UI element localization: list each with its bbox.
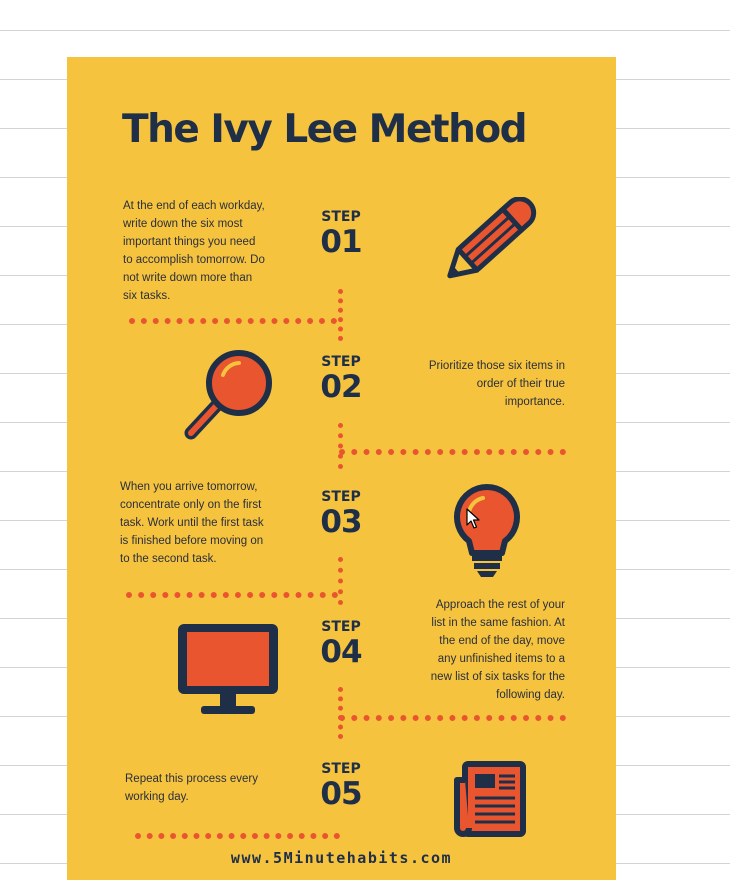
step-02-description: Prioritize those six items in order of t…	[375, 357, 565, 411]
step-number: 04	[320, 634, 362, 670]
step-04-marker: STEP 04	[311, 619, 371, 669]
text-line: following day.	[496, 689, 565, 701]
magnifying-glass-icon	[184, 350, 272, 440]
computer-monitor-icon	[178, 624, 278, 714]
step-02-marker: STEP 02	[311, 354, 371, 404]
step-label: STEP	[321, 489, 361, 505]
connector-dots	[339, 449, 566, 455]
ruled-line	[0, 30, 730, 31]
step-03-description: When you arrive tomorrow, concentrate on…	[120, 478, 316, 568]
step-number: 03	[320, 504, 362, 540]
step-05-marker: STEP 05	[311, 761, 371, 811]
pencil-icon	[447, 197, 537, 279]
text-line: Approach the rest of your	[435, 599, 565, 611]
page-title: The Ivy Lee Method	[122, 107, 528, 152]
text-line: not write down more than	[123, 272, 253, 284]
connector-dots	[338, 423, 343, 469]
light-bulb-icon	[454, 484, 520, 577]
website-footer[interactable]: www.5Minutehabits.com	[230, 849, 453, 867]
text-line: new list of six tasks for the	[430, 671, 565, 683]
text-line: At the end of each workday,	[123, 200, 265, 212]
step-03-marker: STEP 03	[311, 489, 371, 539]
text-line: is finished before moving on	[120, 535, 264, 547]
step-label: STEP	[321, 209, 361, 225]
step-05-description: Repeat this process every working day.	[125, 770, 315, 806]
step-label: STEP	[321, 619, 361, 635]
step-number: 02	[320, 369, 362, 405]
step-label: STEP	[321, 354, 361, 370]
infographic-poster: The Ivy Lee Method At the end of each wo…	[67, 57, 616, 880]
connector-dots	[126, 592, 338, 598]
connector-dots	[339, 715, 566, 721]
step-04-description: Approach the rest of your list in the sa…	[375, 596, 565, 704]
step-number: 05	[320, 776, 362, 812]
text-line: list in the same fashion. At	[431, 617, 565, 629]
text-line: any unfinished items to a	[437, 653, 565, 665]
connector-dots	[129, 318, 337, 324]
text-line: to the second task.	[120, 553, 217, 565]
connector-dots	[338, 289, 343, 341]
text-line: concentrate only on the first	[120, 499, 262, 511]
text-line: write down the six most	[123, 218, 243, 230]
text-line: the end of the day, move	[439, 635, 565, 647]
step-label: STEP	[321, 761, 361, 777]
step-01-description: At the end of each workday, write down t…	[123, 197, 313, 305]
connector-dots	[338, 687, 343, 739]
step-number: 01	[320, 224, 362, 260]
text-line: working day.	[125, 791, 189, 803]
newspaper-icon	[454, 761, 526, 837]
text-line: six tasks.	[123, 290, 171, 302]
text-line: importance.	[504, 396, 565, 408]
connector-dots	[135, 833, 340, 839]
text-line: important things you need	[123, 236, 256, 248]
text-line: task. Work until the first task	[120, 517, 264, 529]
mouse-pointer-icon	[466, 508, 480, 529]
text-line: Repeat this process every	[125, 773, 258, 785]
text-line: Prioritize those six items in	[428, 360, 565, 372]
connector-dots	[338, 557, 343, 605]
text-line: When you arrive tomorrow,	[120, 481, 258, 493]
text-line: to accomplish tomorrow. Do	[123, 254, 265, 266]
step-01-marker: STEP 01	[311, 209, 371, 259]
text-line: order of their true	[476, 378, 565, 390]
